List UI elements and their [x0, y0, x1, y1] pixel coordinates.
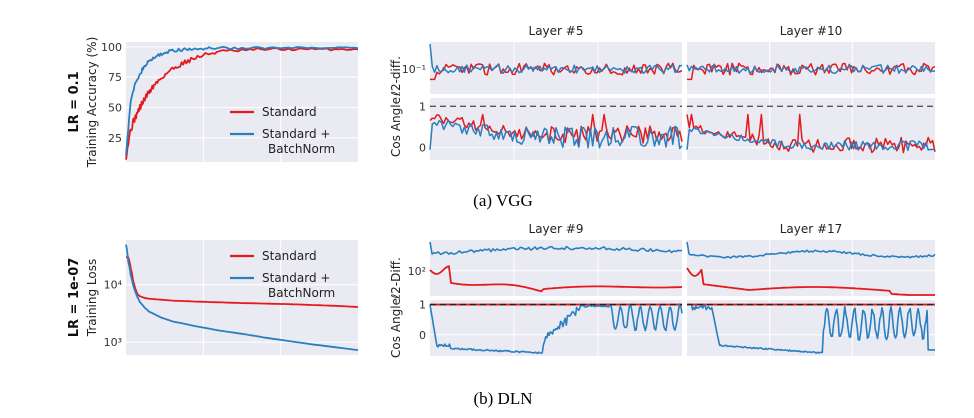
series-line-batchnorm: [125, 244, 359, 351]
y-tick-label: 100: [101, 41, 122, 54]
legend-label-line: BatchNorm: [268, 286, 335, 300]
series-line-standard: [687, 62, 936, 81]
legend-label-line: Standard +: [262, 271, 330, 285]
legend-label: Standard: [262, 105, 317, 119]
caption-vgg: (a) VGG: [473, 191, 533, 210]
y-tick-label: 25: [108, 132, 122, 145]
legend-label: Standard + BatchNorm: [262, 127, 335, 156]
y-axis-label: Training Accuracy (%): [85, 37, 99, 169]
vgg-l10-cos-panel: [687, 98, 935, 160]
panel-title: Layer #10: [780, 24, 843, 38]
legend-label-line: Standard +: [262, 127, 330, 141]
row-label: LR = 0.1: [67, 71, 82, 132]
series-line-batchnorm: [686, 64, 936, 74]
y-tick-label: 10³: [104, 336, 122, 349]
y-axis-label: Cos Angle: [389, 97, 403, 157]
series-line-standard: [686, 267, 935, 296]
y-axis-label: ℓ2-Diff.: [389, 257, 403, 300]
series-line-batchnorm: [429, 43, 683, 74]
legend-label: Standard + BatchNorm: [262, 271, 335, 300]
y-tick-label: 75: [108, 71, 122, 84]
legend-label-line: Standard: [262, 249, 317, 263]
series-line-batchnorm: [125, 46, 359, 156]
legend-label-line: Standard: [262, 105, 317, 119]
series-line-standard: [125, 47, 359, 160]
series-line-batchnorm: [687, 303, 935, 354]
y-tick-label: 1: [419, 299, 426, 312]
y-axis-label: Cos Angle: [389, 298, 403, 358]
panel-title: Layer #5: [529, 24, 584, 38]
series-line-batchnorm: [429, 119, 683, 150]
series-line-standard: [125, 256, 359, 308]
vgg-train-panel: [126, 42, 358, 162]
series-line-batchnorm: [686, 127, 936, 152]
y-axis-label: ℓ2-diff.: [389, 56, 403, 97]
row-label: LR = 1e-07: [67, 258, 82, 338]
y-tick-label: 10⁴: [104, 279, 123, 292]
legend-label-line: BatchNorm: [268, 142, 335, 156]
y-tick-label: 50: [108, 101, 122, 114]
caption-dln: (b) DLN: [473, 389, 532, 408]
series-line-batchnorm: [429, 241, 683, 256]
y-tick-label: 10²: [408, 265, 426, 278]
series-line-batchnorm: [429, 303, 683, 355]
y-tick-label: 1: [419, 100, 426, 113]
y-tick-label: 0: [419, 142, 426, 155]
series-line-standard: [686, 113, 936, 154]
series-line-standard: [429, 265, 683, 293]
series-line-batchnorm: [686, 241, 936, 259]
panel-title: Layer #17: [780, 222, 843, 236]
dln-train-panel: [126, 240, 358, 355]
panel-title: Layer #9: [529, 222, 584, 236]
y-tick-label: 0: [419, 329, 426, 342]
y-axis-label: Training Loss: [85, 259, 99, 337]
y-tick-label: 10⁻¹: [402, 63, 426, 76]
legend-label: Standard: [262, 249, 317, 263]
